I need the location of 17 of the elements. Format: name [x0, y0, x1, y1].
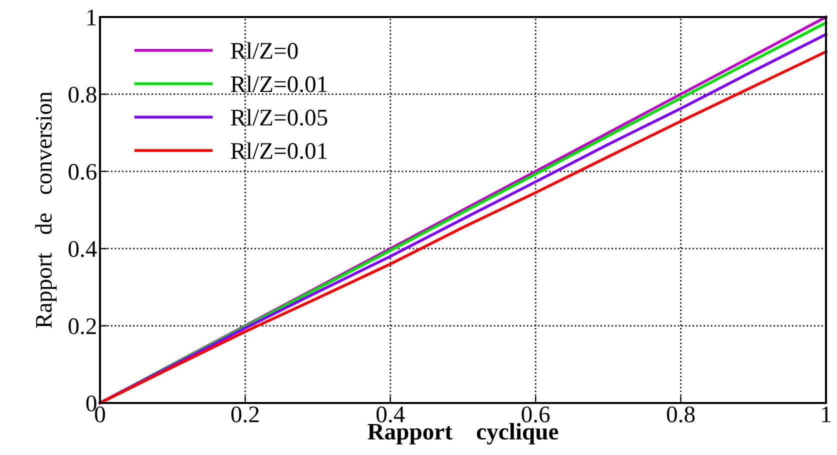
y-tick-label: 1 — [87, 10, 96, 26]
x-tick-label: 0.4 — [376, 406, 405, 422]
y-tick-label: 0.4 — [68, 241, 97, 258]
legend-label: Rl/Z=0.01 — [230, 142, 327, 160]
legend-label: Rl/Z=0.01 — [230, 76, 327, 92]
y-tick-label: 0.6 — [68, 164, 97, 180]
x-axis-title: Rapport cyclique — [368, 423, 558, 444]
y-tick-label: 0 — [86, 395, 96, 412]
y-tick-label: 0.2 — [68, 318, 96, 334]
x-tick-label: 0.8 — [666, 406, 695, 422]
legend-label: Rl/Z=0.05 — [230, 108, 328, 126]
legend-label: Rl/Z=0 — [230, 42, 298, 59]
x-tick-label: 0.2 — [231, 406, 259, 422]
y-tick-label: 0.8 — [68, 86, 96, 103]
x-tick-label: 0.6 — [522, 406, 550, 422]
y-axis-title: Rapport de conversion — [35, 92, 57, 328]
x-tick-label: 1 — [822, 406, 830, 422]
